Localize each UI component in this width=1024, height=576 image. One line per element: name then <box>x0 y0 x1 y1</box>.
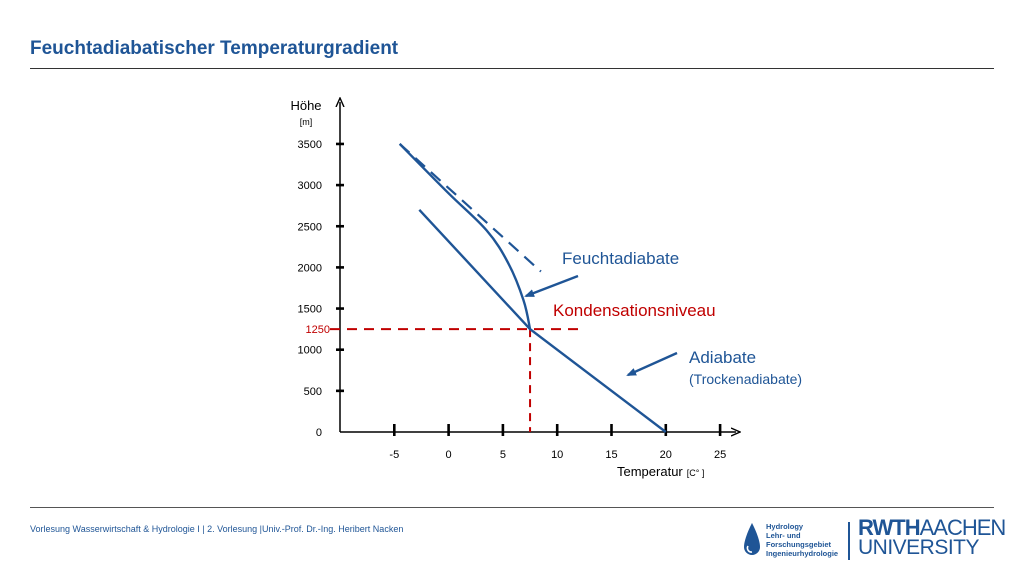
x-axis-ticks: -5 0 5 10 15 20 25 <box>389 424 726 461</box>
y-axis-ticks: 0 500 1000 1500 2000 2500 3000 3500 <box>298 139 344 439</box>
adiabate-curve <box>418 208 667 433</box>
x-axis-label: Temperatur [C° ] <box>617 464 704 479</box>
y-axis-unit: [m] <box>300 117 313 127</box>
hydrology-line: Forschungsgebiet <box>766 540 832 549</box>
y-tick-label: 500 <box>304 386 322 398</box>
y-tick-label: 1000 <box>298 345 322 357</box>
y-tick-label: 3500 <box>298 139 322 151</box>
x-tick-label: 20 <box>660 449 672 461</box>
rwth-logo: RWTHAACHEN UNIVERSITY <box>858 515 1007 559</box>
water-drop-icon <box>744 523 760 555</box>
adiabate-label: Adiabate <box>689 348 756 367</box>
logo-divider <box>848 522 850 560</box>
condensation-height-label: 1250 <box>306 324 330 336</box>
hydrology-line: Ingenieurhydrologie <box>766 549 839 558</box>
x-tick-label: -5 <box>389 449 399 461</box>
institution-logos: Hydrology Lehr- und Forschungsgebiet Ing… <box>742 515 1007 568</box>
x-axis-label-text: Temperatur <box>617 464 683 479</box>
condensation-label: Kondensationsniveau <box>553 301 716 320</box>
x-axis-unit: [C° ] <box>687 468 705 478</box>
y-tick-label: 0 <box>316 427 322 439</box>
y-tick-label: 3000 <box>298 180 322 192</box>
feuchtadiabate-curve <box>398 143 532 330</box>
x-tick-label: 0 <box>446 449 452 461</box>
rwth-logo-university: UNIVERSITY <box>858 536 980 559</box>
footer-text: Vorlesung Wasserwirtschaft & Hydrologie … <box>30 524 404 534</box>
adiabate-arrow <box>626 351 678 377</box>
x-tick-label: 15 <box>605 449 617 461</box>
adiabate-sublabel: (Trockenadiabate) <box>689 371 802 387</box>
footer-divider <box>30 507 994 508</box>
y-tick-label: 2000 <box>298 262 322 274</box>
x-tick-label: 10 <box>551 449 563 461</box>
y-tick-label: 2500 <box>298 221 322 233</box>
title-divider <box>30 68 994 69</box>
feuchtadiabate-label: Feuchtadiabate <box>562 249 679 268</box>
hydrology-logo-text: Hydrology Lehr- und Forschungsgebiet Ing… <box>766 522 838 558</box>
slide-title: Feuchtadiabatischer Temperaturgradient <box>30 38 399 59</box>
hydrology-line: Lehr- und <box>766 531 801 540</box>
rwth-logo-aachen: AACHEN <box>919 515 1007 540</box>
x-tick-label: 5 <box>500 449 506 461</box>
hydrology-line: Hydrology <box>766 522 804 531</box>
feuchtadiabate-arrow <box>524 274 579 298</box>
dashed-reference-line <box>398 143 542 273</box>
y-axis-label: Höhe <box>290 98 321 113</box>
rwth-logo-bold: RWTH <box>858 515 921 540</box>
y-tick-label: 1500 <box>298 304 322 316</box>
x-tick-label: 25 <box>714 449 726 461</box>
